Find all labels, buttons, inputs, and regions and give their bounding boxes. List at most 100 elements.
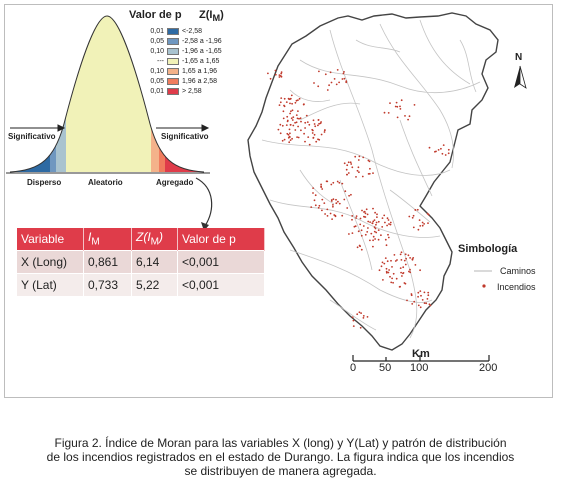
fire-point [317,206,320,209]
fire-point [376,213,378,216]
fire-point [289,132,291,135]
fire-point [291,102,293,105]
fire-point [344,190,347,193]
fire-point [286,132,289,135]
legend-z-range: <-2,58 [182,28,203,35]
fire-point [400,259,403,261]
fire-point [336,69,339,71]
fire-point [437,149,440,151]
fire-point [318,70,320,73]
fire-point [290,94,293,97]
fire-point [408,115,411,118]
label-significant-left: Significativo [8,132,56,141]
fire-point [374,238,376,240]
fire-point [341,78,344,80]
fire-point [364,233,367,236]
legend-p-value: 0,05 [150,38,164,45]
fire-point [381,217,384,220]
fire-point [281,124,284,127]
fire-point [383,111,386,114]
fire-point [285,101,288,103]
fire-point [289,112,291,115]
fire-point [342,72,345,75]
cell-p: <0,001 [177,250,265,274]
fire-point [376,216,378,219]
legend-z-range: -2,58 a -1,96 [182,38,222,45]
fire-point [389,223,392,226]
legend-header-z: Z(IM) [199,9,224,23]
fire-point [383,214,386,217]
fire-point [402,266,405,269]
fire-point [367,220,370,223]
fire-point [389,221,392,224]
fire-point [423,223,425,225]
fire-point [373,230,376,233]
north-arrow-icon [514,65,527,89]
fire-point [412,257,415,259]
fire-point [321,198,324,201]
legend-swatch [167,88,179,95]
fire-point [423,302,426,304]
fire-point [357,230,360,233]
map-legend-title: Simbología [458,243,518,255]
fire-point [412,214,415,217]
fire-point [372,172,374,175]
fire-point [299,117,302,120]
col-p: Valor de p [177,228,265,251]
legend-p-value: 0,10 [150,48,164,55]
fire-point [408,215,411,218]
fire-point [357,159,360,161]
fire-point [317,119,320,121]
label-aggregated: Agregado [156,178,194,187]
fire-point [390,259,392,262]
legend-swatch [167,48,179,55]
fire-point [278,104,281,106]
fire-point [330,183,333,186]
col-z-close: ) [159,230,164,245]
fire-point [279,101,282,104]
significance-arrows [10,124,210,132]
map-legend-roads: Caminos [500,266,536,276]
fire-point [399,105,401,108]
fire-point [343,162,346,165]
fire-point [369,167,371,170]
table-row: X (Long) 0,861 6,14 <0,001 [17,250,265,274]
fire-point [295,99,298,102]
legend-z-sub: M [212,13,221,24]
fire-point [291,109,294,112]
fire-point [338,181,341,184]
fire-point [362,156,365,159]
fire-point [435,150,437,153]
fire-point [366,213,369,216]
fire-point [338,202,341,205]
fire-point [330,81,333,84]
fire-point [323,129,326,132]
fire-point [380,265,383,268]
fire-point [381,261,384,264]
fire-point [312,187,314,190]
col-variable: Variable [17,228,84,251]
fire-point [320,183,322,186]
fire-point [321,209,323,212]
fire-point [310,206,313,209]
fire-point [427,222,429,225]
col-im-sub: M [91,236,100,248]
fire-point [428,146,431,149]
legend-swatch [167,58,179,65]
fire-point [355,215,358,218]
fire-point [280,97,283,99]
fire-point [326,180,329,183]
fire-point [359,223,362,226]
fire-point [294,121,296,124]
fire-point [287,136,290,139]
fire-point [289,98,292,100]
fire-point [387,236,390,239]
fire-point [296,117,299,120]
fire-point [306,121,309,123]
fire-point [279,132,282,135]
fire-point [377,238,380,241]
fire-point [375,223,377,226]
fire-point [326,89,329,91]
cell-im: 0,861 [83,250,132,274]
